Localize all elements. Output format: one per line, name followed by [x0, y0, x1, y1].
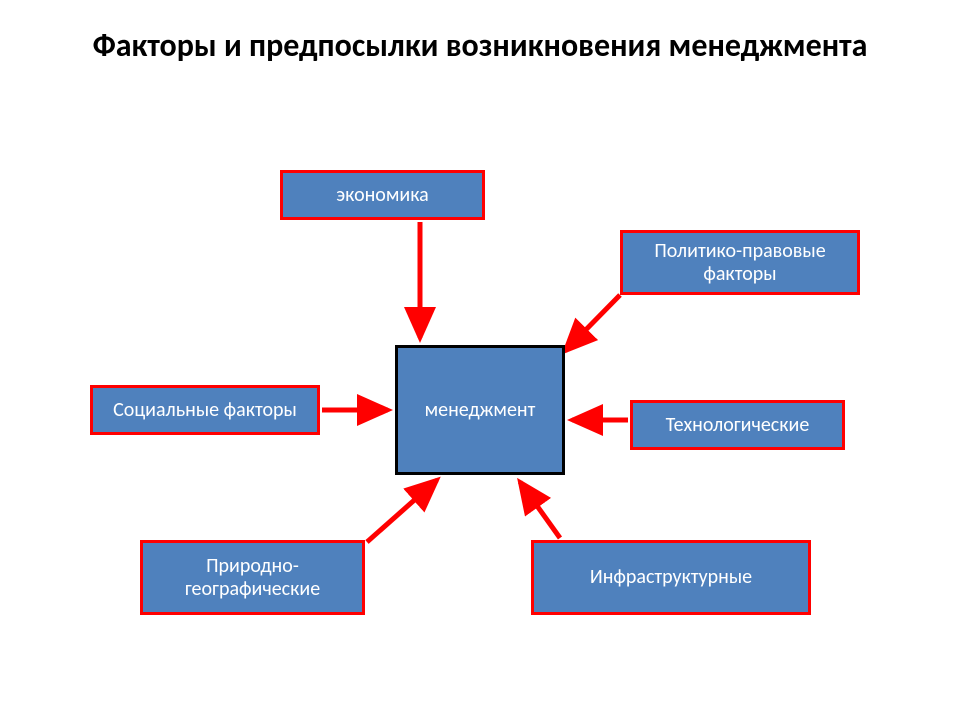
node-bottom-left: Природно-географические — [140, 540, 365, 615]
arrow-top_right — [565, 295, 620, 351]
node-label: Инфраструктурные — [590, 566, 752, 589]
node-bottom-right: Инфраструктурные — [531, 540, 811, 615]
node-label: Природно-географические — [143, 555, 362, 601]
arrow-bottom_left — [367, 480, 437, 542]
diagram-canvas: Факторы и предпосылки возникновения мене… — [0, 0, 960, 720]
node-top: экономика — [280, 170, 485, 220]
node-center: менеджмент — [395, 345, 565, 475]
node-label: Политико-правовые факторы — [623, 240, 857, 286]
node-label: Технологические — [666, 414, 810, 437]
node-right: Технологические — [630, 400, 845, 450]
node-label: экономика — [336, 184, 429, 207]
page-title: Факторы и предпосылки возникновения мене… — [0, 28, 960, 65]
arrow-bottom_right — [520, 482, 560, 538]
node-left: Социальные факторы — [90, 385, 320, 435]
node-label: менеджмент — [425, 399, 536, 422]
node-label: Социальные факторы — [113, 399, 297, 422]
node-top-right: Политико-правовые факторы — [620, 230, 860, 295]
